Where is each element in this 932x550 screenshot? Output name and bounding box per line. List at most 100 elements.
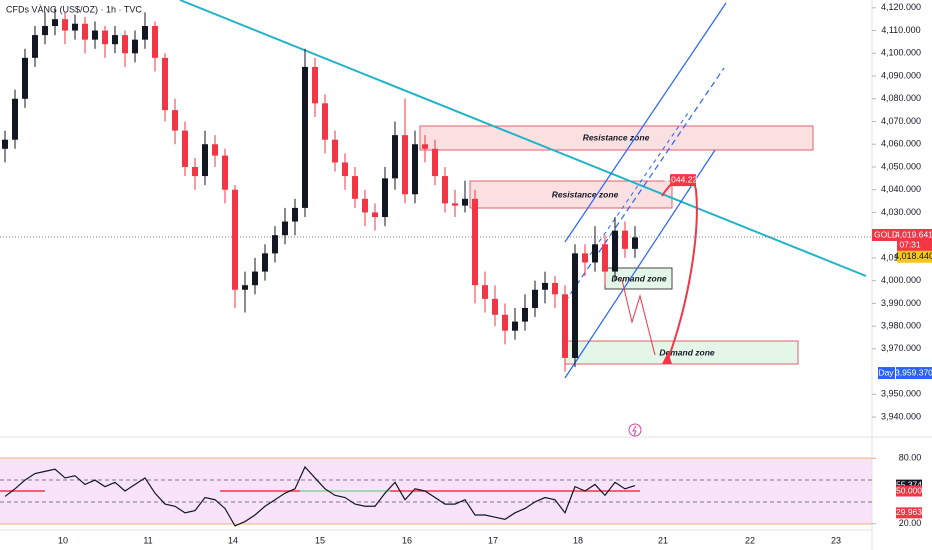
candle-body (22, 57, 28, 99)
candle-body (602, 244, 608, 272)
channel-line (564, 2, 727, 243)
y-tick-label: 4,090.000 (881, 70, 921, 80)
zone-label: Demand zone (659, 347, 715, 357)
y-tick-label: 3,970.000 (881, 343, 921, 353)
channel-line (564, 149, 716, 379)
candle-body (272, 235, 278, 254)
candle-body (502, 314, 508, 331)
candle-body (152, 26, 158, 58)
candle-body (632, 237, 638, 249)
y-tick-label: 4,000.000 (881, 275, 921, 285)
candle-body (352, 176, 358, 199)
candle-body (252, 271, 258, 286)
event-icon[interactable] (628, 423, 642, 437)
rsi-tag-label: 50.000 (896, 485, 922, 495)
candle-body (282, 221, 288, 236)
y-tick-label: 3,950.000 (881, 389, 921, 399)
candle-body (532, 289, 538, 308)
price-tag (897, 250, 932, 263)
candle-body (12, 98, 18, 140)
x-tick-label: 18 (573, 535, 583, 545)
candle-body (72, 23, 78, 31)
candle-body (132, 39, 138, 54)
candle-body (372, 212, 378, 217)
candle-body (242, 285, 248, 290)
projection (621, 279, 656, 356)
candle-body (552, 282, 558, 295)
event-icon-bolt (632, 425, 637, 436)
candle-body (572, 253, 578, 358)
candle-body (82, 23, 88, 40)
y-tick-label: 4,110.000 (881, 25, 920, 35)
candle-body (432, 148, 438, 177)
x-tick-label: 21 (658, 535, 668, 545)
y-tick-label: 4,100.000 (881, 48, 921, 58)
candle-body (312, 66, 318, 104)
y-tick-label: 4,060.000 (881, 139, 921, 149)
price-tag-label: 4,019.641 (895, 229, 932, 239)
candle-body (42, 26, 48, 36)
trendline (179, 0, 867, 277)
candle-body (482, 285, 488, 299)
candle-body (122, 35, 128, 54)
candle-body (522, 307, 528, 322)
candle-body (112, 35, 118, 45)
candle-body (362, 198, 368, 213)
price-tag (897, 229, 932, 252)
candle-body (452, 203, 458, 206)
candle-body (92, 30, 98, 40)
candle-body (592, 244, 598, 263)
candle-body (402, 135, 408, 195)
x-tick-label: 23 (831, 535, 841, 545)
rsi-tag (896, 485, 922, 497)
x-tick-label: 11 (143, 535, 152, 545)
candle-body (412, 144, 418, 195)
candle-body (562, 294, 568, 358)
candle-body (202, 144, 208, 177)
y-tick-label: 4,030.000 (881, 207, 921, 217)
candle-body (162, 57, 168, 111)
symbol-tag (872, 229, 900, 242)
y-tick-label: 4,070.000 (881, 116, 921, 126)
rsi-tag (896, 479, 922, 491)
rsi-tag-label: 29.963 (896, 507, 922, 517)
target-tag-label: 4,044.223 (664, 174, 702, 184)
candle-body (492, 298, 498, 315)
candle-body (582, 253, 588, 263)
candle-body (2, 139, 8, 149)
zone-label: Demand zone (611, 273, 667, 283)
price-tag (896, 367, 932, 380)
resistance-box (419, 125, 814, 151)
candle-body (292, 207, 298, 222)
day-tag (878, 367, 895, 380)
candle-body (62, 19, 68, 31)
candle-body (422, 144, 428, 149)
candle-body (392, 135, 398, 179)
candle-body (182, 130, 188, 167)
rsi-tag-label: 55.374 (896, 479, 922, 489)
candle-body (142, 26, 148, 40)
arrow-head (662, 352, 672, 364)
y-tick-label: 4,050.000 (881, 161, 921, 171)
y-tick-label: 4,080.000 (881, 93, 921, 103)
candle-body (102, 30, 108, 45)
target-tag (670, 174, 696, 187)
x-tick-label: 10 (58, 535, 68, 545)
y-tick-label: 3,980.000 (881, 321, 921, 331)
candle-body (442, 176, 448, 204)
price-tag-label: 4,018.440 (894, 251, 932, 261)
x-tick-label: 17 (488, 535, 498, 545)
candle-body (342, 162, 348, 177)
candle-body (332, 139, 338, 163)
candle-body (542, 282, 548, 290)
zone-label: Resistance zone (552, 189, 619, 199)
x-tick-label: 16 (402, 535, 412, 545)
zone-label: Resistance zone (583, 132, 650, 142)
candle-body (222, 155, 228, 190)
candle-body (322, 103, 328, 140)
x-tick-label: 15 (315, 535, 325, 545)
candle-body (212, 144, 218, 156)
candle-body (622, 230, 628, 249)
y-tick-label: 4,120.000 (881, 2, 921, 12)
x-tick-label: 14 (228, 535, 238, 545)
